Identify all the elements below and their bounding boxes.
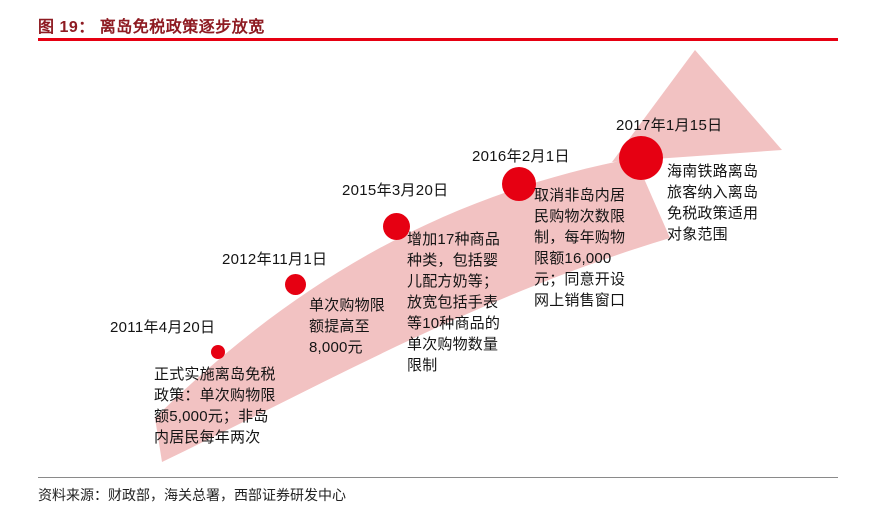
- milestone-date: 2015年3月20日: [342, 182, 449, 199]
- arrow-head: [612, 50, 782, 162]
- milestone-description: 取消非岛内居民购物次数限制，每年购物限额16,000元；同意开设网上销售窗口: [534, 187, 626, 309]
- figure-title: 图 19： 离岛免税政策逐步放宽: [38, 19, 265, 36]
- milestone-dot-icon: [619, 136, 663, 180]
- milestone-dot-icon: [285, 274, 306, 295]
- milestone-dot-icon: [502, 167, 536, 201]
- milestone-date: 2017年1月15日: [616, 117, 723, 134]
- footer-divider: [38, 477, 838, 478]
- milestone-dot-icon: [211, 345, 225, 359]
- milestone-description: 海南铁路离岛旅客纳入离岛免税政策适用对象范围: [667, 163, 759, 243]
- title-underline: [38, 38, 838, 41]
- milestone-date: 2011年4月20日: [110, 319, 216, 336]
- arrow-shaft: [155, 158, 670, 462]
- milestone-description: 单次购物限额提高至8,000元: [309, 297, 386, 356]
- milestone-date: 2016年2月1日: [472, 148, 570, 165]
- milestone-dot-icon: [383, 213, 410, 240]
- data-source-note: 资料来源：财政部，海关总署，西部证券研发中心: [38, 487, 346, 503]
- milestone-date: 2012年11月1日: [222, 251, 328, 268]
- milestone-description: 增加17种商品种类，包括婴儿配方奶等；放宽包括手表等10种商品的单次购物数量限制: [407, 231, 501, 374]
- milestone-description: 正式实施离岛免税政策：单次购物限额5,000元；非岛内居民每年两次: [154, 366, 276, 446]
